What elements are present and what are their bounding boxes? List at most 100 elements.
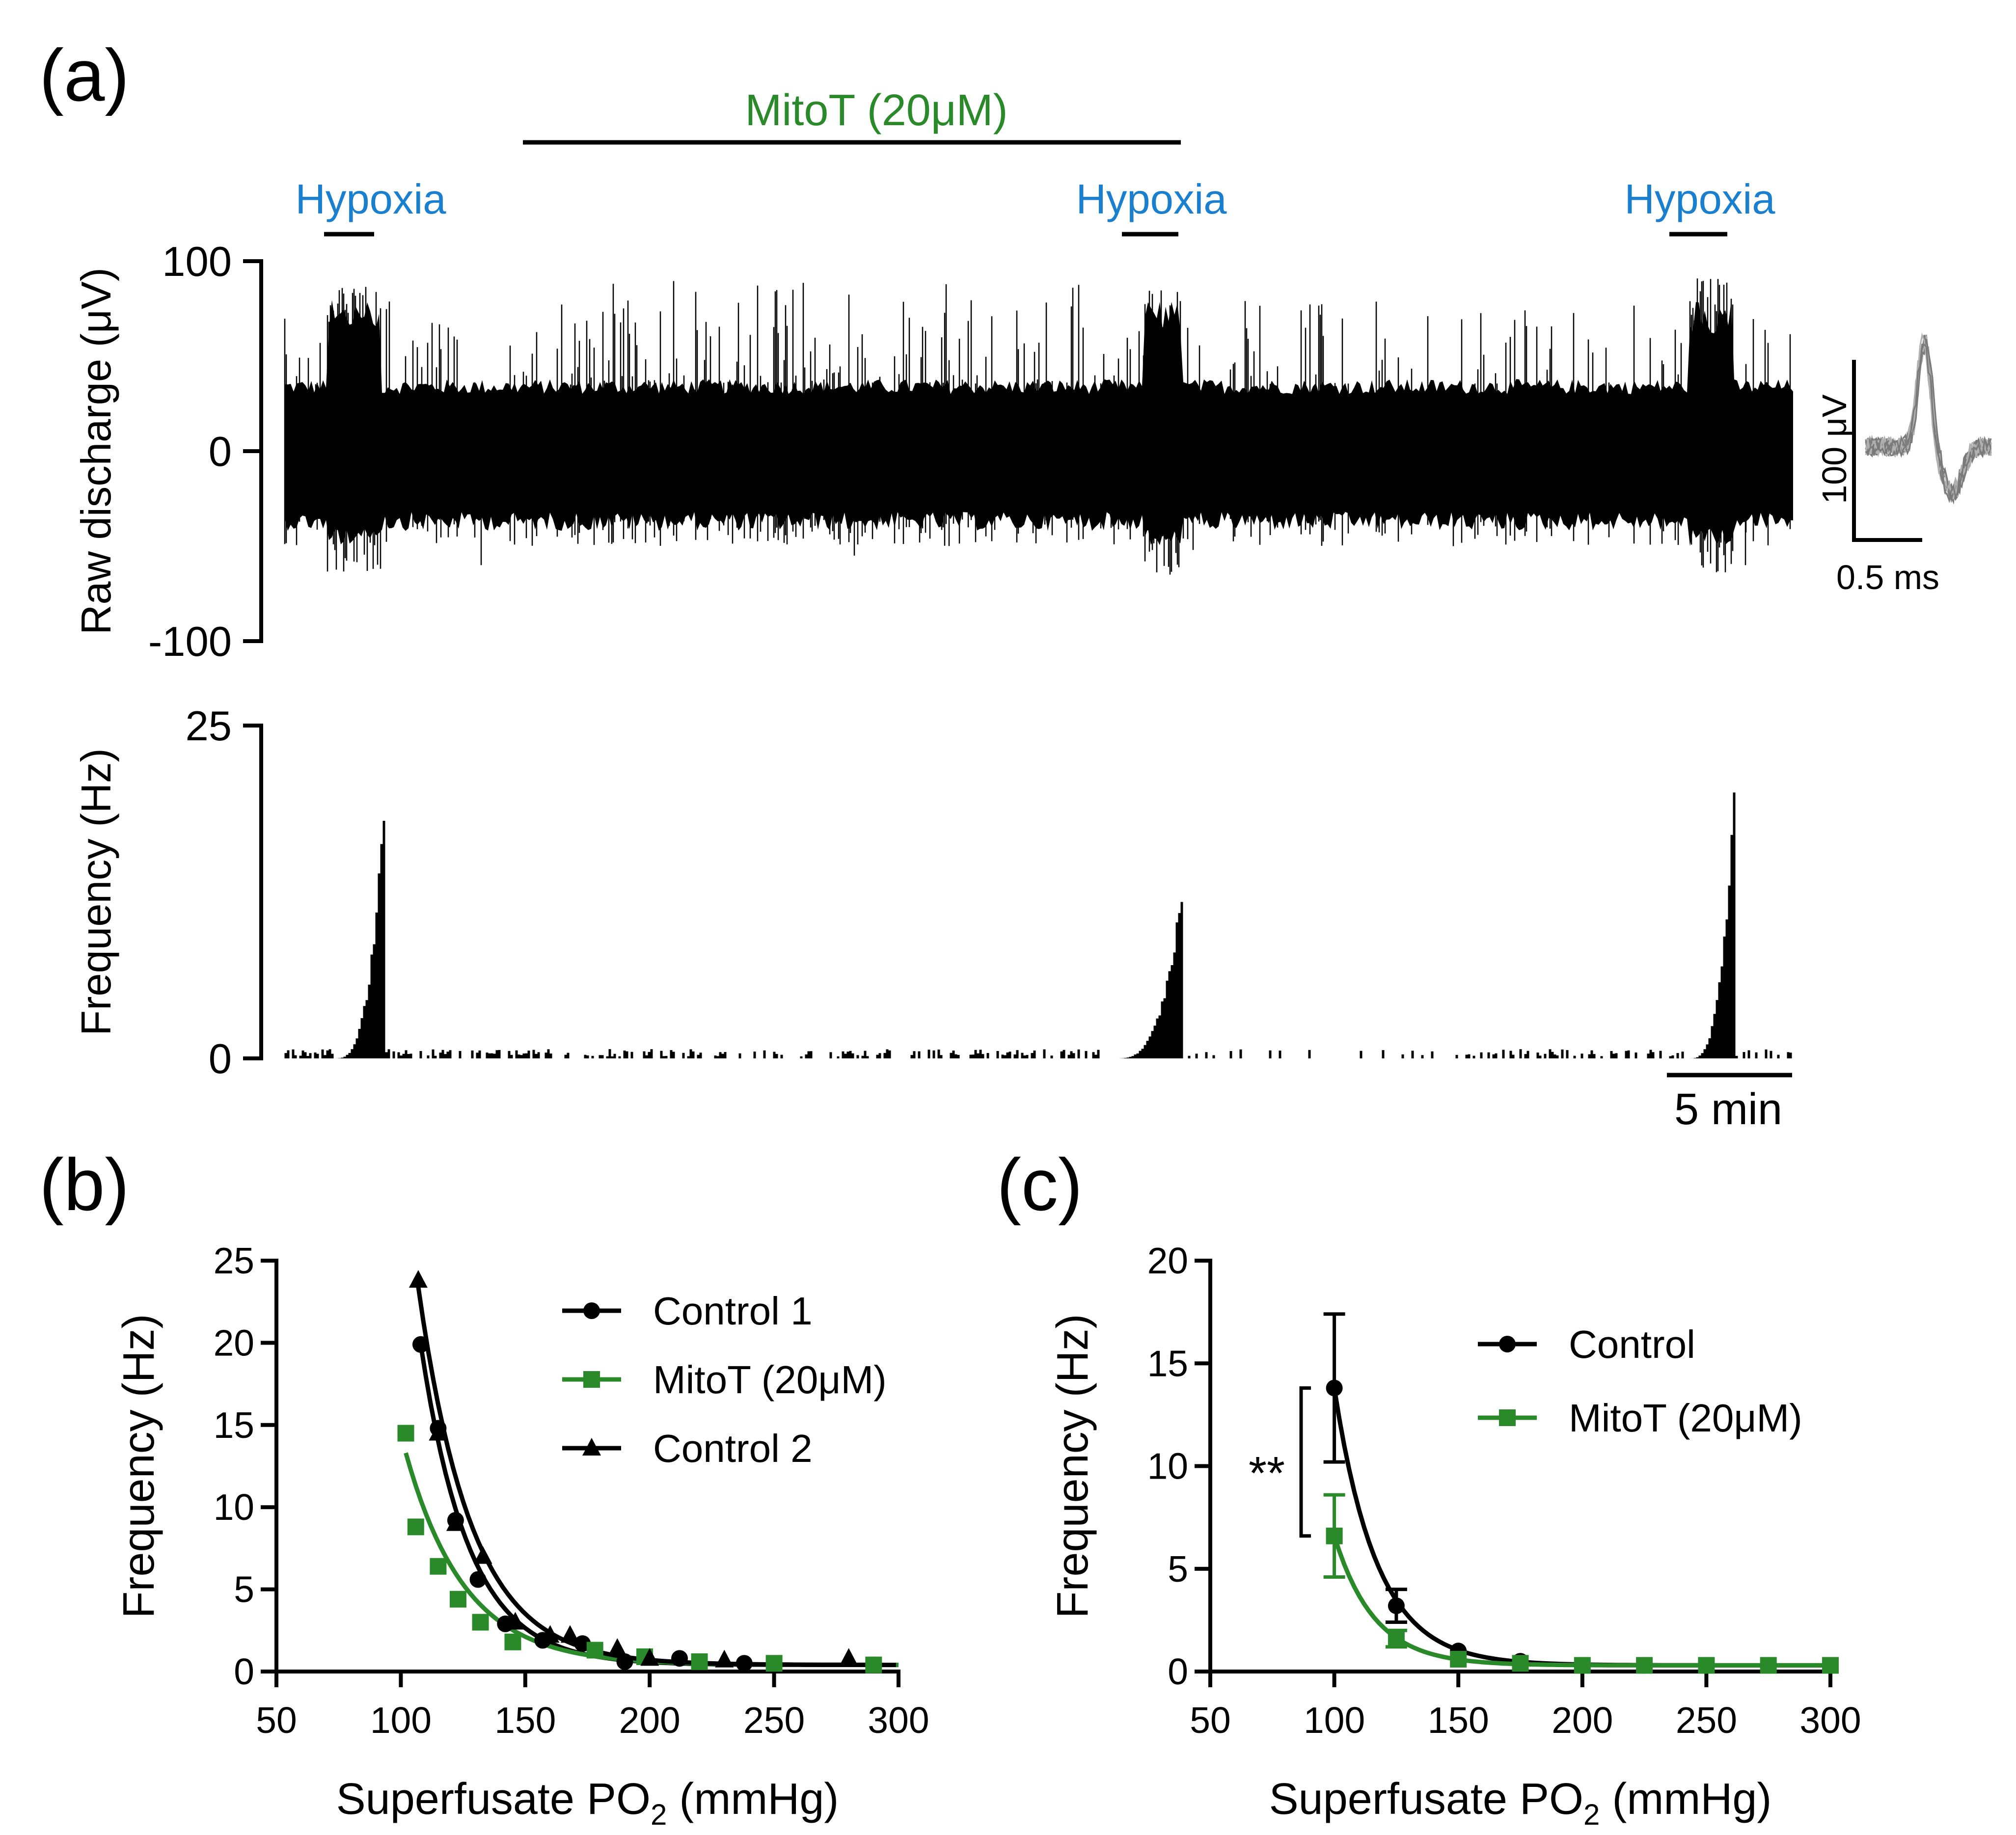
fit-curve-mitot-20-m- xyxy=(1332,1535,1830,1668)
frequency-histogram xyxy=(284,792,1792,1058)
point-mitot-20-m- xyxy=(1698,1657,1715,1674)
x-tick-label: 300 xyxy=(1799,1700,1861,1741)
point-control-2 xyxy=(506,1612,525,1630)
chart-b: 50 100 150 200 250 300 0 5 10 15 20 25 Frequency (Hz… xyxy=(114,1240,929,1831)
y-tick-label: 5 xyxy=(1168,1548,1188,1590)
raw-tick-100: 100 xyxy=(162,239,232,285)
x-tick-label: 50 xyxy=(256,1700,297,1741)
x-axis-label-part: (mmHg) xyxy=(1600,1775,1771,1824)
point-control-1 xyxy=(412,1336,429,1353)
x-axis-label: Superfusate PO2 (mmHg) xyxy=(1269,1775,1772,1831)
point-control xyxy=(1326,1379,1343,1397)
inset-waveform-trace xyxy=(1865,344,1992,504)
point-control-2 xyxy=(409,1270,428,1288)
x-tick-label: 100 xyxy=(1304,1700,1365,1741)
point-mitot-20-m- xyxy=(1760,1657,1777,1674)
y-tick-label: 5 xyxy=(234,1569,254,1610)
x-tick-label: 150 xyxy=(494,1700,556,1741)
legend-marker xyxy=(582,1438,601,1456)
point-control xyxy=(1388,1597,1405,1615)
point-mitot-20-m- xyxy=(504,1633,521,1650)
point-mitot-20-m- xyxy=(1388,1630,1405,1647)
raw-discharge-ylabel: Raw discharge (μV) xyxy=(73,268,120,635)
x-axis-label-part: Superfusate PO xyxy=(1269,1775,1583,1824)
hypoxia-label-1: Hypoxia xyxy=(295,176,446,223)
point-mitot-20-m- xyxy=(691,1653,708,1670)
hypoxia-label-2: Hypoxia xyxy=(1076,176,1227,223)
point-control-2 xyxy=(446,1513,465,1531)
panel-label-b: (b) xyxy=(39,1143,129,1226)
time-scale-label: 5 min xyxy=(1674,1085,1782,1134)
point-control-1 xyxy=(616,1653,633,1670)
point-control-2 xyxy=(561,1625,580,1643)
y-tick-label: 0 xyxy=(234,1651,254,1692)
x-axis-label-subscript: 2 xyxy=(1583,1798,1600,1831)
frequency-axis: 25 0 xyxy=(185,703,263,1082)
raw-tick-0: 0 xyxy=(209,429,232,475)
raw-discharge-axis: 100 0 -100 xyxy=(148,239,263,665)
x-tick-label: 100 xyxy=(370,1700,432,1741)
spike-waveform-inset xyxy=(1865,332,1992,505)
panel-label-a: (a) xyxy=(39,34,129,116)
hypoxia-label-3: Hypoxia xyxy=(1624,176,1775,223)
x-tick-label: 250 xyxy=(1676,1700,1737,1741)
point-mitot-20-m- xyxy=(765,1655,783,1672)
point-mitot-20-m- xyxy=(472,1614,489,1631)
point-mitot-20-m- xyxy=(1822,1657,1839,1674)
raw-discharge-trace xyxy=(284,278,1791,575)
point-control-1 xyxy=(736,1655,753,1672)
x-tick-label: 300 xyxy=(868,1700,929,1741)
point-mitot-20-m- xyxy=(1450,1650,1467,1668)
frequency-bars xyxy=(284,792,1792,1058)
point-mitot-20-m- xyxy=(430,1558,447,1575)
point-mitot-20-m- xyxy=(1326,1527,1343,1544)
legend-marker xyxy=(583,1302,600,1319)
raw-tick-neg100: -100 xyxy=(148,619,232,665)
legend-label: MitoT (20μM) xyxy=(653,1358,887,1402)
point-mitot-20-m- xyxy=(1636,1657,1653,1674)
y-tick-label: 25 xyxy=(214,1240,254,1281)
freq-tick-25: 25 xyxy=(185,703,232,750)
significance-bracket xyxy=(1299,1386,1311,1538)
frequency-ylabel-a: Frequency (Hz) xyxy=(73,748,120,1036)
y-tick-label: 20 xyxy=(214,1322,254,1363)
fit-curve-control-2 xyxy=(416,1286,896,1667)
legend-label: Control 1 xyxy=(653,1289,813,1333)
y-tick-label: 0 xyxy=(1168,1651,1188,1692)
x-axis-label: Superfusate PO2 (mmHg) xyxy=(336,1775,839,1831)
point-control-1 xyxy=(469,1571,487,1588)
y-tick-label: 20 xyxy=(1147,1240,1188,1281)
x-axis-label-part: Superfusate PO xyxy=(336,1775,651,1824)
freq-tick-0: 0 xyxy=(209,1036,232,1082)
x-tick-label: 200 xyxy=(1552,1700,1613,1741)
y-tick-label: 15 xyxy=(1147,1343,1188,1384)
y-axis-label: Frequency (Hz) xyxy=(114,1314,163,1618)
x-axis-label-subscript: 2 xyxy=(651,1798,667,1831)
point-control-2 xyxy=(640,1648,659,1666)
point-control-2 xyxy=(541,1625,560,1643)
point-control-2 xyxy=(715,1649,734,1668)
y-tick-label: 15 xyxy=(214,1404,254,1446)
legend-marker xyxy=(1499,1336,1516,1352)
point-control-1 xyxy=(671,1650,688,1667)
panel-label-c: (c) xyxy=(997,1143,1083,1226)
y-tick-label: 10 xyxy=(214,1486,254,1528)
point-mitot-20-m- xyxy=(397,1425,414,1442)
point-mitot-20-m- xyxy=(449,1591,466,1608)
x-tick-label: 250 xyxy=(743,1700,805,1741)
point-mitot-20-m- xyxy=(1574,1657,1591,1674)
raw-spike-lines xyxy=(284,278,1791,575)
legend-label: Control xyxy=(1569,1322,1695,1366)
point-mitot-20-m- xyxy=(586,1642,603,1659)
significance-stars: ** xyxy=(1249,1447,1285,1499)
drug-label: MitoT (20μM) xyxy=(745,86,1008,135)
inset-waveform-trace xyxy=(1865,332,1992,497)
x-tick-label: 200 xyxy=(619,1700,681,1741)
legend-label: Control 2 xyxy=(653,1427,813,1470)
inset-time-scale-label: 0.5 ms xyxy=(1836,558,1939,596)
x-tick-label: 50 xyxy=(1190,1700,1230,1741)
x-tick-label: 150 xyxy=(1428,1700,1489,1741)
inset-voltage-scale-label: 100 μV xyxy=(1815,394,1853,504)
legend-marker xyxy=(1499,1409,1516,1426)
